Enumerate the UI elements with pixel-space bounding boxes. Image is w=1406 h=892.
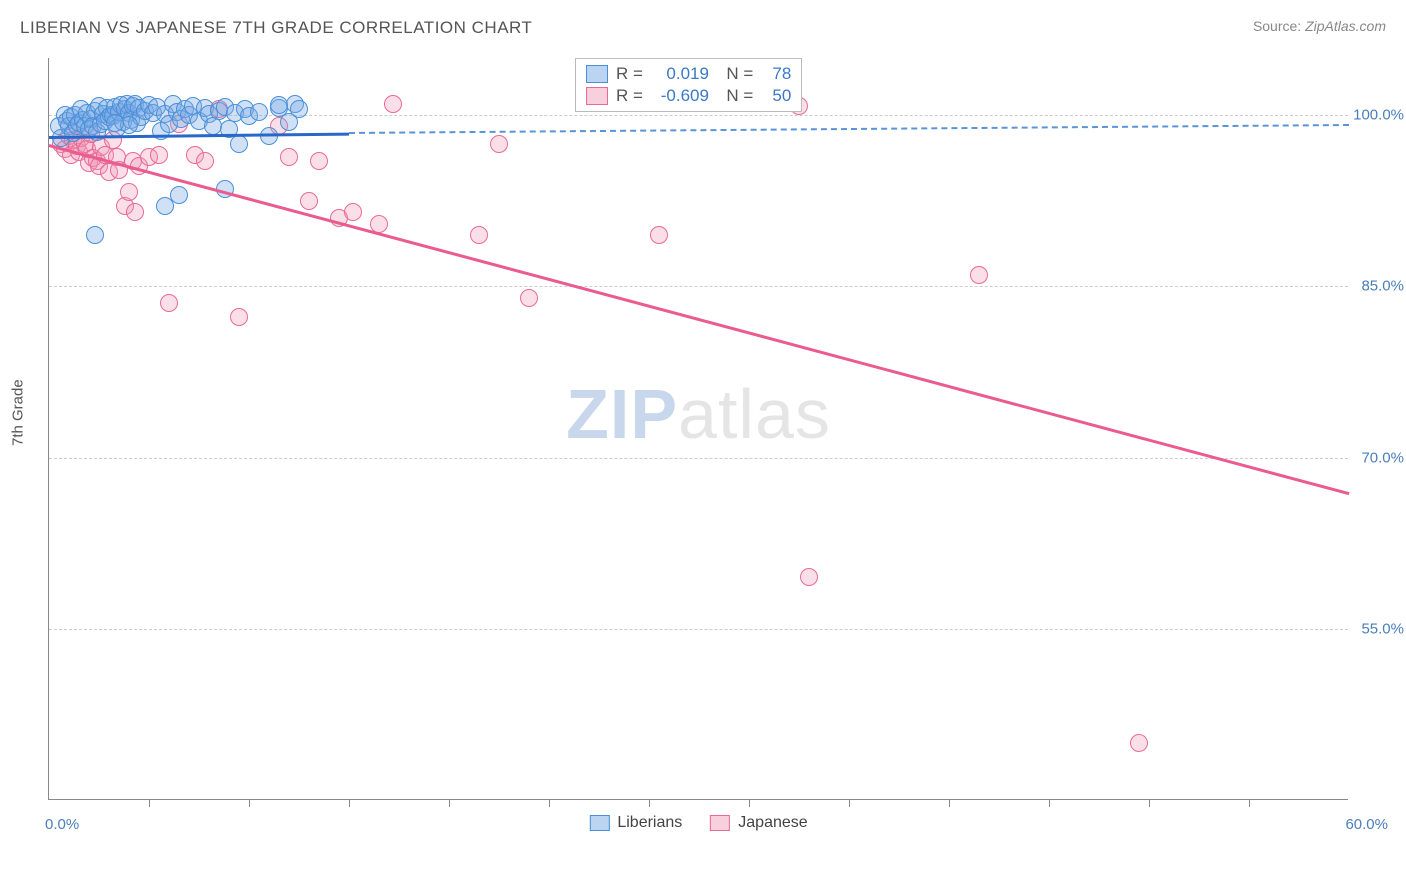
y-tick-label: 55.0% [1361,620,1404,637]
data-point [470,226,488,244]
legend-stats-row-pink: R = -0.609 N = 50 [586,85,791,107]
data-point [970,266,988,284]
data-point [520,289,538,307]
x-tick [1249,799,1250,807]
x-tick [149,799,150,807]
y-axis-label: 7th Grade [10,379,27,446]
y-tick-label: 85.0% [1361,278,1404,295]
data-point [490,135,508,153]
legend-swatch-pink [586,87,608,105]
data-point [86,226,104,244]
legend-swatch-blue [586,65,608,83]
x-tick [849,799,850,807]
data-point [230,135,248,153]
data-point [196,152,214,170]
y-tick-label: 70.0% [1361,449,1404,466]
watermark-zip: ZIP [566,375,678,453]
y-tick-label: 100.0% [1353,107,1404,124]
legend-item-blue: Liberians [589,814,682,832]
legend-swatch-blue [589,815,609,831]
x-tick [749,799,750,807]
stat-label-r: R = [616,64,643,84]
x-tick [949,799,950,807]
x-tick [649,799,650,807]
legend-series: Liberians Japanese [589,814,807,832]
stat-blue-r: 0.019 [651,64,709,84]
data-point [290,100,308,118]
legend-label-pink: Japanese [738,814,807,832]
stat-pink-r: -0.609 [651,86,709,106]
stat-blue-n: 78 [761,64,791,84]
data-point [1130,734,1148,752]
gridline [49,286,1348,287]
data-point [280,148,298,166]
data-point [300,192,318,210]
x-tick [249,799,250,807]
data-point [250,103,268,121]
source-label: Source: [1253,18,1301,34]
legend-swatch-pink [710,815,730,831]
gridline [49,458,1348,459]
x-tick [549,799,550,807]
source-value: ZipAtlas.com [1305,18,1386,34]
data-point [310,152,328,170]
legend-item-pink: Japanese [710,814,807,832]
data-point [230,308,248,326]
data-point [106,114,124,132]
chart-container: LIBERIAN VS JAPANESE 7TH GRADE CORRELATI… [0,0,1406,892]
data-point [160,294,178,312]
data-point [120,183,138,201]
data-point [384,95,402,113]
legend-label-blue: Liberians [617,814,682,832]
data-point [150,146,168,164]
data-point [170,186,188,204]
x-axis-min-label: 0.0% [45,816,79,833]
watermark: ZIPatlas [566,374,831,454]
legend-stats-row-blue: R = 0.019 N = 78 [586,63,791,85]
data-point [344,203,362,221]
legend-stats: R = 0.019 N = 78 R = -0.609 N = 50 [575,58,802,112]
x-axis-max-label: 60.0% [1345,816,1388,833]
x-tick [1149,799,1150,807]
stat-label-n: N = [717,86,753,106]
x-tick [449,799,450,807]
data-point [126,203,144,221]
data-point [800,568,818,586]
x-tick [1049,799,1050,807]
chart-title: LIBERIAN VS JAPANESE 7TH GRADE CORRELATI… [20,18,532,38]
plot-area: ZIPatlas R = 0.019 N = 78 R = -0.609 N =… [48,58,1348,800]
watermark-atlas: atlas [678,375,831,453]
stat-label-n: N = [717,64,753,84]
x-tick [349,799,350,807]
stat-pink-n: 50 [761,86,791,106]
data-point [650,226,668,244]
trend-line [349,124,1349,134]
source-attribution: Source: ZipAtlas.com [1253,18,1386,34]
gridline [49,629,1348,630]
data-point [270,96,288,114]
stat-label-r: R = [616,86,643,106]
